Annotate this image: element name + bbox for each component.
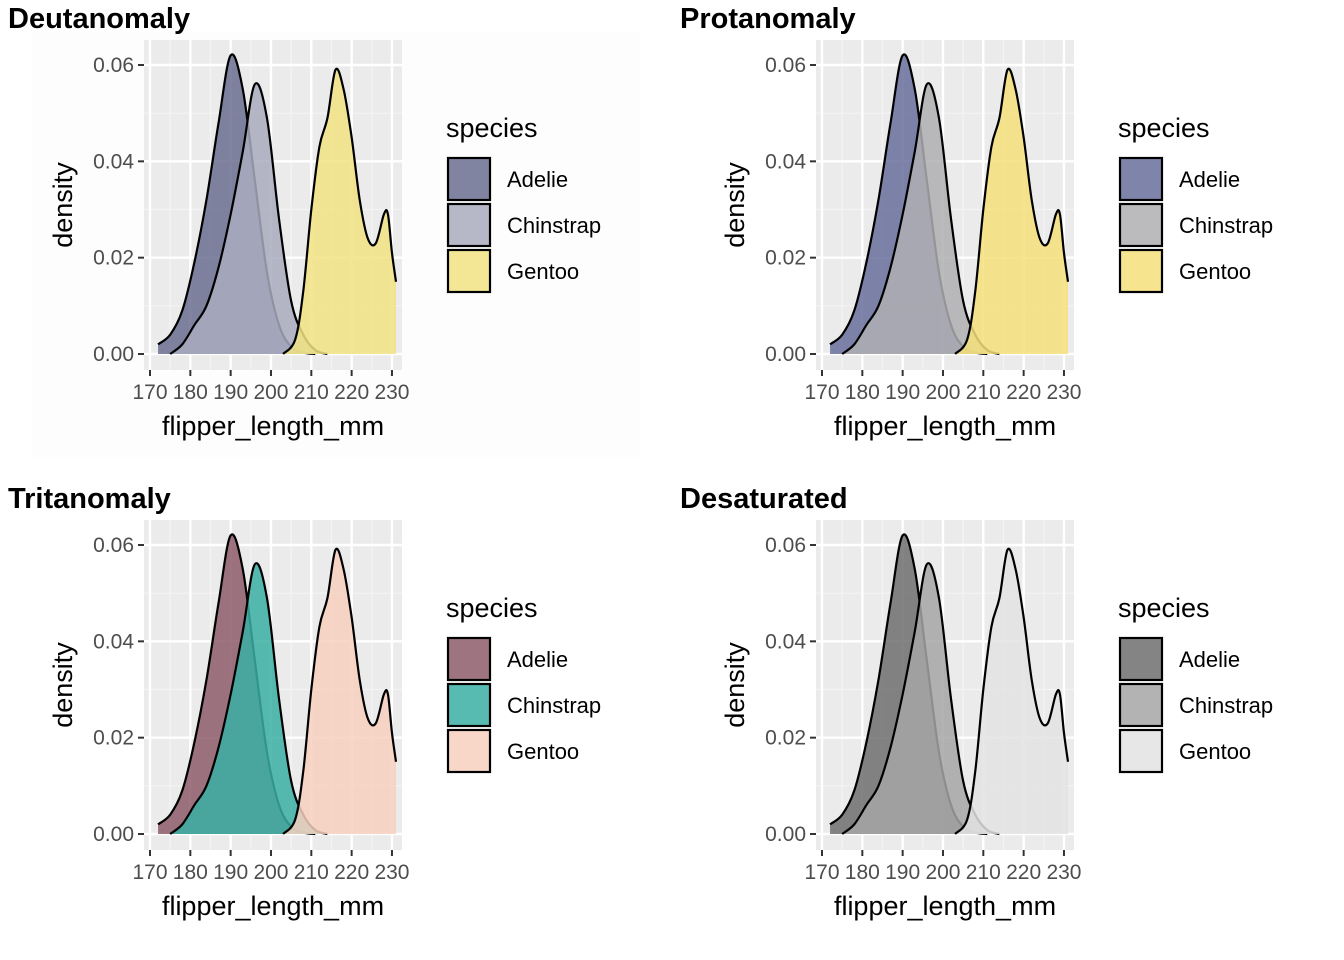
y-tick-label: 0.04 — [765, 150, 806, 173]
x-axis-title: flipper_length_mm — [834, 891, 1056, 921]
legend-key-chinstrap — [446, 682, 492, 728]
x-tick-label: 230 — [1046, 381, 1081, 404]
x-tick-label: 200 — [925, 381, 960, 404]
chart-panel-3: Tritanomaly 0.00 0.02 0.04 0.06 170 180 190 200 2… — [8, 483, 601, 921]
legend-label-chinstrap: Chinstrap — [507, 693, 601, 718]
y-tick-label: 0.02 — [765, 247, 806, 270]
legend-title: species — [1118, 593, 1210, 623]
density-line-gentoo — [954, 67, 1070, 355]
x-tick-label: 210 — [294, 381, 329, 404]
y-tick-label: 0.02 — [765, 727, 806, 750]
y-tick-label: 0.00 — [93, 343, 134, 366]
x-tick-label: 180 — [845, 381, 880, 404]
legend-key-chinstrap — [1118, 682, 1164, 728]
legend-label-gentoo: Gentoo — [1179, 259, 1251, 284]
chart-panel-1: Deutanomaly 0.00 0.02 0.04 0.06 170 180 190 200 2… — [8, 3, 640, 457]
y-tick-label: 0.02 — [93, 247, 134, 270]
legend-label-gentoo: Gentoo — [507, 739, 579, 764]
legend-label-gentoo: Gentoo — [1179, 739, 1251, 764]
density-area-gentoo — [283, 68, 396, 354]
y-tick-label: 0.04 — [765, 630, 806, 653]
y-axis-title: density — [720, 162, 750, 248]
y-tick-label: 0.00 — [765, 343, 806, 366]
chart-panel-4: Desaturated 0.00 0.02 0.04 0.06 170 180 190 200 2… — [680, 483, 1273, 921]
legend-title: species — [446, 113, 538, 143]
chart-title: Tritanomaly — [8, 483, 171, 515]
legend-title: species — [446, 593, 538, 623]
x-tick-label: 170 — [132, 381, 167, 404]
y-tick-label: 0.00 — [765, 823, 806, 846]
x-axis-title: flipper_length_mm — [162, 891, 384, 921]
x-tick-label: 230 — [374, 861, 409, 884]
x-tick-label: 180 — [845, 861, 880, 884]
x-tick-label: 170 — [804, 381, 839, 404]
x-tick-label: 200 — [925, 861, 960, 884]
legend-key-adelie — [1118, 636, 1164, 682]
y-axis-title: density — [48, 162, 78, 248]
y-tick-label: 0.06 — [93, 534, 134, 557]
x-tick-label: 210 — [294, 861, 329, 884]
y-tick-label: 0.04 — [93, 630, 134, 653]
x-tick-label: 190 — [885, 861, 920, 884]
legend-key-gentoo — [1118, 248, 1164, 294]
legend-label-chinstrap: Chinstrap — [1179, 693, 1273, 718]
x-axis-title: flipper_length_mm — [162, 411, 384, 441]
x-tick-label: 220 — [1006, 381, 1041, 404]
legend-title: species — [1118, 113, 1210, 143]
x-tick-label: 170 — [804, 861, 839, 884]
x-tick-label: 190 — [213, 861, 248, 884]
x-tick-label: 220 — [334, 861, 369, 884]
x-tick-label: 190 — [213, 381, 248, 404]
x-tick-label: 180 — [173, 861, 208, 884]
legend-label-chinstrap: Chinstrap — [507, 213, 601, 238]
legend-key-chinstrap — [1118, 202, 1164, 248]
y-axis-title: density — [48, 642, 78, 728]
chart-panel-2: Protanomaly 0.00 0.02 0.04 0.06 170 180 190 200 2… — [680, 3, 1273, 441]
x-tick-label: 220 — [334, 381, 369, 404]
legend-key-adelie — [446, 156, 492, 202]
chart-title: Desaturated — [680, 483, 848, 515]
legend-label-adelie: Adelie — [1179, 647, 1240, 672]
legend-label-gentoo: Gentoo — [507, 259, 579, 284]
legend-key-gentoo — [1118, 728, 1164, 774]
x-tick-label: 200 — [253, 861, 288, 884]
legend-label-chinstrap: Chinstrap — [1179, 213, 1273, 238]
x-tick-label: 180 — [173, 381, 208, 404]
y-tick-label: 0.02 — [93, 727, 134, 750]
chart-title: Protanomaly — [680, 3, 856, 35]
x-tick-label: 230 — [374, 381, 409, 404]
density-line-gentoo — [954, 547, 1070, 835]
x-tick-label: 210 — [966, 381, 1001, 404]
density-line-gentoo — [282, 67, 398, 355]
density-line-gentoo — [282, 547, 398, 835]
legend-key-adelie — [446, 636, 492, 682]
y-tick-label: 0.06 — [765, 54, 806, 77]
x-tick-label: 170 — [132, 861, 167, 884]
x-tick-label: 230 — [1046, 861, 1081, 884]
x-tick-label: 200 — [253, 381, 288, 404]
x-tick-label: 190 — [885, 381, 920, 404]
y-axis-title: density — [720, 642, 750, 728]
x-tick-label: 220 — [1006, 861, 1041, 884]
legend-label-adelie: Adelie — [1179, 167, 1240, 192]
legend-key-adelie — [1118, 156, 1164, 202]
y-tick-label: 0.04 — [93, 150, 134, 173]
legend-key-gentoo — [446, 248, 492, 294]
density-area-gentoo — [955, 68, 1068, 354]
chart-title: Deutanomaly — [8, 3, 190, 35]
x-axis-title: flipper_length_mm — [834, 411, 1056, 441]
legend-label-adelie: Adelie — [507, 647, 568, 672]
legend-key-gentoo — [446, 728, 492, 774]
y-tick-label: 0.00 — [93, 823, 134, 846]
x-tick-label: 210 — [966, 861, 1001, 884]
legend-label-adelie: Adelie — [507, 167, 568, 192]
legend-key-chinstrap — [446, 202, 492, 248]
y-tick-label: 0.06 — [93, 54, 134, 77]
density-area-gentoo — [283, 548, 396, 834]
density-area-gentoo — [955, 548, 1068, 834]
y-tick-label: 0.06 — [765, 534, 806, 557]
